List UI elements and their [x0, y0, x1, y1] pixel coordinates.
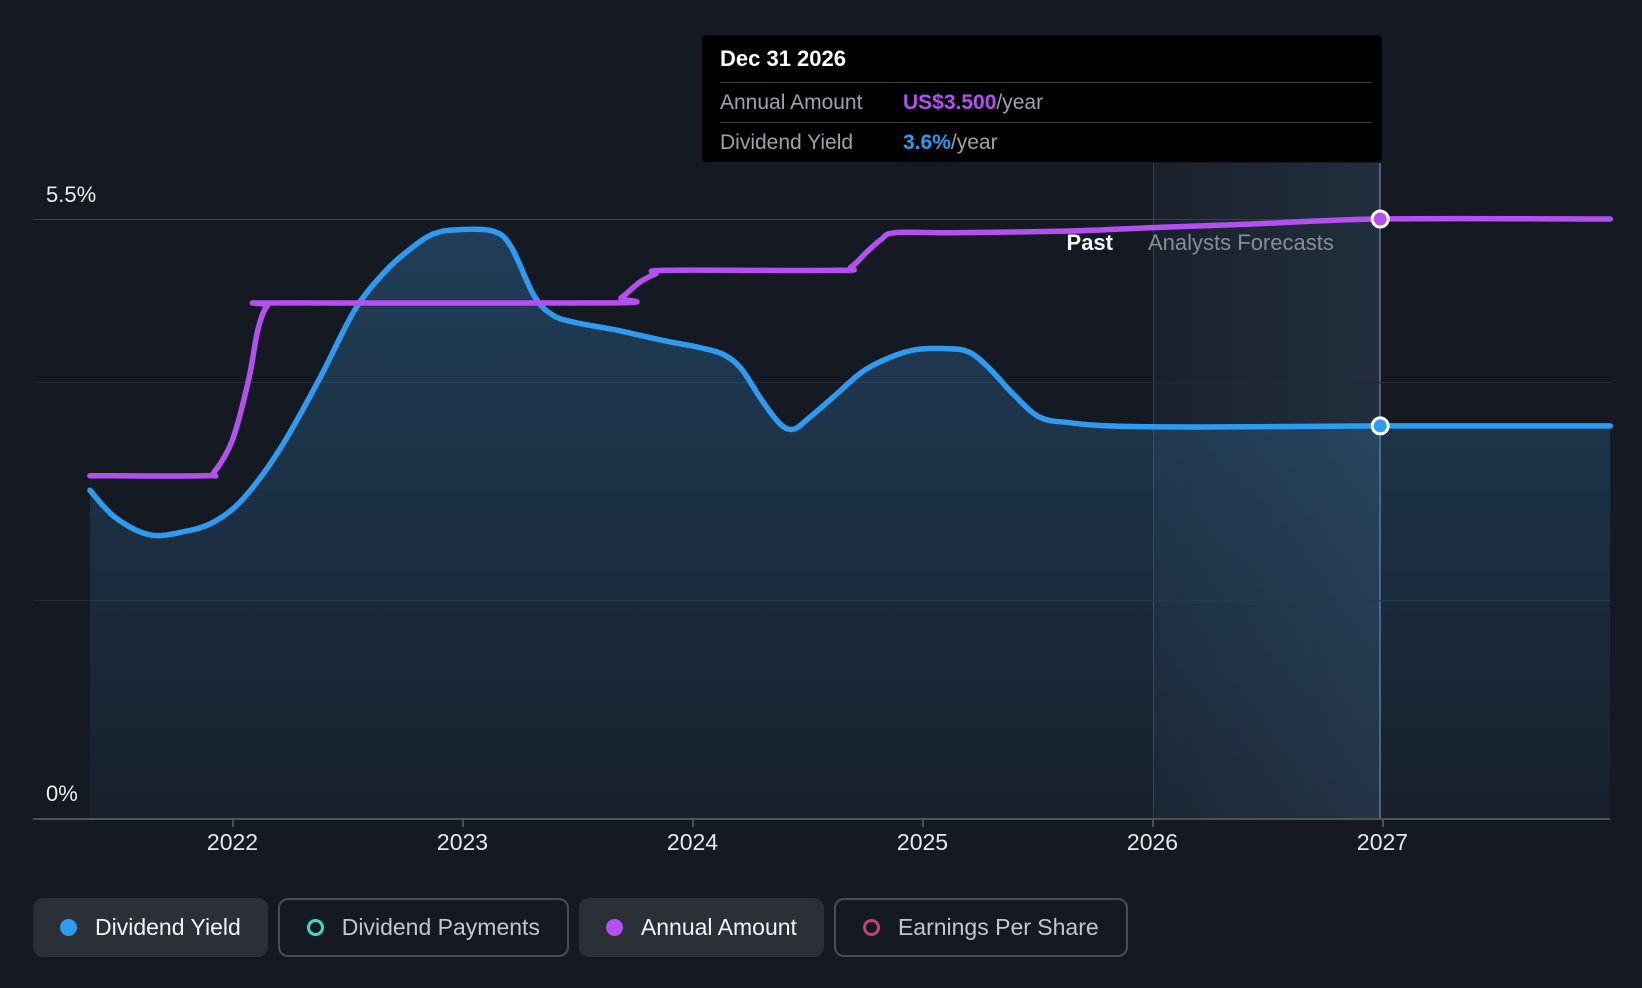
y-axis-label: 5.5% — [46, 182, 97, 207]
x-axis-label: 2023 — [436, 829, 489, 855]
legend-dividend-payments-button[interactable]: Dividend Payments — [277, 898, 569, 957]
tooltip-dividend-yield-suffix: /year — [950, 130, 998, 154]
annual-amount-line — [87, 215, 1613, 479]
chart-legend: Dividend Yield Dividend Payments Annual Am… — [33, 898, 1128, 957]
x-axis-tick — [461, 819, 464, 827]
forecast-band — [1152, 163, 1382, 818]
tooltip-annual-amount-row: Annual Amount US$3.500 /year — [702, 83, 1382, 122]
analysts-forecasts-label: Analysts Forecasts — [1148, 230, 1334, 255]
x-axis-tick — [231, 819, 234, 827]
x-axis-tick — [1381, 819, 1384, 827]
x-axis-label: 2024 — [666, 829, 719, 855]
x-axis-label: 2025 — [896, 829, 949, 855]
annual-amount-series-icon — [605, 919, 623, 936]
tooltip-annual-amount-label: Annual Amount — [720, 90, 863, 114]
past-label: Past — [1066, 230, 1113, 255]
legend-label: Earnings Per Share — [897, 914, 1099, 940]
tooltip-divider — [720, 82, 1372, 83]
y-axis-label: 0% — [46, 781, 78, 806]
dividend-yield-area — [89, 229, 1611, 818]
tooltip-annual-amount-value: US$3.500 — [903, 90, 997, 114]
legend-annual-amount-button[interactable]: Annual Amount — [578, 898, 824, 957]
x-axis-label: 2027 — [1356, 829, 1409, 855]
chart-tooltip: Dec 31 2026 Annual Amount US$3.500 /year… — [702, 35, 1382, 162]
dividend-yield-series-icon — [60, 919, 77, 936]
tooltip-dividend-yield-row: Dividend Yield 3.6% /year — [702, 123, 1382, 162]
hover-crosshair — [1379, 163, 1382, 818]
legend-label: Dividend Payments — [341, 914, 540, 940]
tooltip-divider — [720, 122, 1372, 123]
tooltip-dividend-yield-label: Dividend Yield — [720, 130, 854, 154]
legend-label: Annual Amount — [640, 914, 797, 940]
x-axis-label: 2022 — [206, 829, 259, 855]
legend-earnings-per-share-button[interactable]: Earnings Per Share — [833, 898, 1128, 957]
x-axis-tick — [691, 819, 694, 827]
y-gridline — [33, 817, 1610, 820]
y-gridline — [33, 219, 1610, 220]
earnings-per-share-series-icon — [862, 919, 880, 936]
tooltip-dividend-yield-value: 3.6% — [903, 130, 951, 154]
x-axis-label: 2026 — [1126, 829, 1179, 855]
dividend-payments-series-icon — [306, 919, 324, 936]
y-gridline — [33, 382, 1610, 384]
legend-label: Dividend Yield — [95, 914, 241, 940]
x-axis-tick — [1151, 819, 1154, 827]
legend-dividend-yield-button[interactable]: Dividend Yield — [33, 898, 268, 957]
tooltip-annual-amount-suffix: /year — [996, 90, 1044, 114]
tooltip-date: Dec 31 2026 — [720, 46, 846, 71]
x-axis-tick — [921, 819, 924, 827]
y-gridline — [33, 600, 1610, 602]
